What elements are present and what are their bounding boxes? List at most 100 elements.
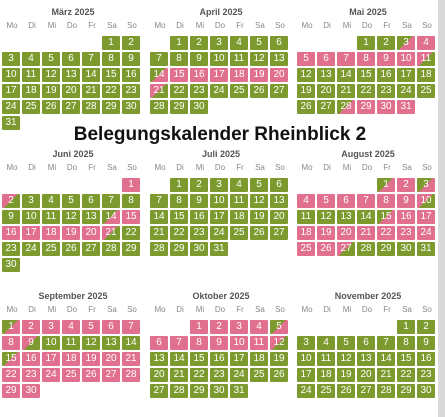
day-cell-free[interactable]: 11 (230, 52, 248, 66)
day-cell-free[interactable]: 30 (190, 242, 208, 256)
day-cell-free[interactable]: 26 (297, 100, 315, 114)
day-cell-booked[interactable]: 17 (417, 210, 435, 224)
day-cell-free[interactable]: 2 (190, 178, 208, 192)
day-cell-arrival[interactable]: 14 (150, 68, 168, 82)
day-cell-booked[interactable]: 1 (190, 320, 208, 334)
day-cell-free[interactable]: 6 (82, 194, 100, 208)
day-cell-booked[interactable]: 1 (122, 178, 140, 192)
day-cell-free[interactable]: 29 (170, 100, 188, 114)
day-cell-booked[interactable]: 25 (62, 368, 80, 382)
day-cell-departure[interactable]: 12 (270, 336, 288, 350)
day-cell-free[interactable]: 15 (357, 68, 375, 82)
day-cell-booked[interactable]: 9 (210, 336, 228, 350)
day-cell-free[interactable]: 13 (82, 210, 100, 224)
day-cell-free[interactable]: 19 (337, 368, 355, 382)
day-cell-booked[interactable]: 26 (317, 242, 335, 256)
day-cell-booked[interactable]: 29 (357, 100, 375, 114)
day-cell-booked[interactable]: 4 (250, 320, 268, 334)
day-cell-free[interactable]: 1 (397, 320, 415, 334)
day-cell-free[interactable]: 27 (357, 384, 375, 398)
day-cell-free[interactable]: 19 (270, 352, 288, 366)
day-cell-arrival[interactable]: 15 (2, 352, 20, 366)
day-cell-free[interactable]: 5 (250, 178, 268, 192)
day-cell-free[interactable]: 9 (122, 52, 140, 66)
day-cell-free[interactable]: 20 (150, 368, 168, 382)
day-cell-free[interactable]: 14 (82, 68, 100, 82)
day-cell-booked[interactable]: 23 (397, 226, 415, 240)
day-cell-booked[interactable]: 23 (22, 368, 40, 382)
day-cell-free[interactable]: 29 (377, 242, 395, 256)
day-cell-free[interactable]: 27 (62, 100, 80, 114)
day-cell-free[interactable]: 1 (102, 36, 120, 50)
day-cell-free[interactable]: 14 (150, 210, 168, 224)
day-cell-free[interactable]: 24 (210, 84, 228, 98)
day-cell-booked[interactable]: 10 (397, 52, 415, 66)
day-cell-free[interactable]: 7 (82, 52, 100, 66)
day-cell-booked[interactable]: 19 (250, 68, 268, 82)
day-cell-free[interactable]: 6 (62, 52, 80, 66)
day-cell-free[interactable]: 11 (317, 352, 335, 366)
day-cell-free[interactable]: 25 (317, 384, 335, 398)
day-cell-free[interactable]: 9 (190, 52, 208, 66)
day-cell-free[interactable]: 11 (62, 336, 80, 350)
day-cell-free[interactable]: 19 (297, 84, 315, 98)
day-cell-free[interactable]: 15 (170, 210, 188, 224)
day-cell-free[interactable]: 29 (170, 242, 188, 256)
day-cell-free[interactable]: 22 (397, 368, 415, 382)
day-cell-free[interactable]: 28 (377, 384, 395, 398)
day-cell-booked[interactable]: 8 (190, 336, 208, 350)
day-cell-arrival[interactable]: 1 (377, 178, 395, 192)
day-cell-booked[interactable]: 15 (170, 68, 188, 82)
day-cell-free[interactable]: 4 (22, 52, 40, 66)
day-cell-booked[interactable]: 6 (337, 194, 355, 208)
day-cell-booked[interactable]: 17 (22, 226, 40, 240)
day-cell-free[interactable]: 29 (102, 100, 120, 114)
day-cell-free[interactable]: 8 (102, 52, 120, 66)
day-cell-arrival[interactable]: 28 (337, 100, 355, 114)
day-cell-booked[interactable]: 20 (270, 68, 288, 82)
day-cell-free[interactable]: 26 (42, 100, 60, 114)
day-cell-free[interactable]: 20 (62, 84, 80, 98)
day-cell-free[interactable]: 9 (2, 210, 20, 224)
day-cell-booked[interactable]: 22 (2, 368, 20, 382)
day-cell-booked[interactable]: 8 (2, 336, 20, 350)
day-cell-free[interactable]: 13 (270, 194, 288, 208)
day-cell-free[interactable]: 17 (397, 68, 415, 82)
day-cell-free[interactable]: 3 (297, 336, 315, 350)
day-cell-booked[interactable]: 18 (42, 226, 60, 240)
day-cell-arrival[interactable]: 14 (102, 210, 120, 224)
day-cell-free[interactable]: 14 (170, 352, 188, 366)
day-cell-booked[interactable]: 3 (42, 320, 60, 334)
day-cell-free[interactable]: 21 (150, 226, 168, 240)
day-cell-booked[interactable]: 6 (102, 320, 120, 334)
day-cell-free[interactable]: 10 (297, 352, 315, 366)
day-cell-free[interactable]: 7 (150, 194, 168, 208)
day-cell-free[interactable]: 30 (417, 384, 435, 398)
day-cell-free[interactable]: 15 (190, 352, 208, 366)
day-cell-free[interactable]: 5 (42, 52, 60, 66)
day-cell-booked[interactable]: 6 (317, 52, 335, 66)
day-cell-free[interactable]: 21 (170, 368, 188, 382)
day-cell-booked[interactable]: 7 (170, 336, 188, 350)
day-cell-booked[interactable]: 2 (397, 178, 415, 192)
day-cell-free[interactable]: 2 (190, 36, 208, 50)
day-cell-free[interactable]: 30 (2, 258, 20, 272)
day-cell-booked[interactable]: 15 (122, 210, 140, 224)
day-cell-free[interactable]: 29 (122, 242, 140, 256)
day-cell-free[interactable]: 11 (230, 194, 248, 208)
day-cell-booked[interactable]: 9 (397, 194, 415, 208)
day-cell-free[interactable]: 1 (170, 178, 188, 192)
day-cell-free[interactable]: 24 (297, 384, 315, 398)
day-cell-booked[interactable]: 7 (357, 194, 375, 208)
day-cell-free[interactable]: 18 (417, 68, 435, 82)
day-cell-booked[interactable]: 17 (42, 352, 60, 366)
day-cell-arrival[interactable]: 5 (270, 320, 288, 334)
day-cell-free[interactable]: 26 (250, 84, 268, 98)
day-cell-free[interactable]: 31 (230, 384, 248, 398)
day-cell-free[interactable]: 12 (82, 336, 100, 350)
day-cell-booked[interactable]: 29 (2, 384, 20, 398)
day-cell-free[interactable]: 9 (417, 336, 435, 350)
day-cell-free[interactable]: 2 (377, 36, 395, 50)
day-cell-free[interactable]: 21 (82, 84, 100, 98)
day-cell-departure[interactable]: 2 (2, 194, 20, 208)
